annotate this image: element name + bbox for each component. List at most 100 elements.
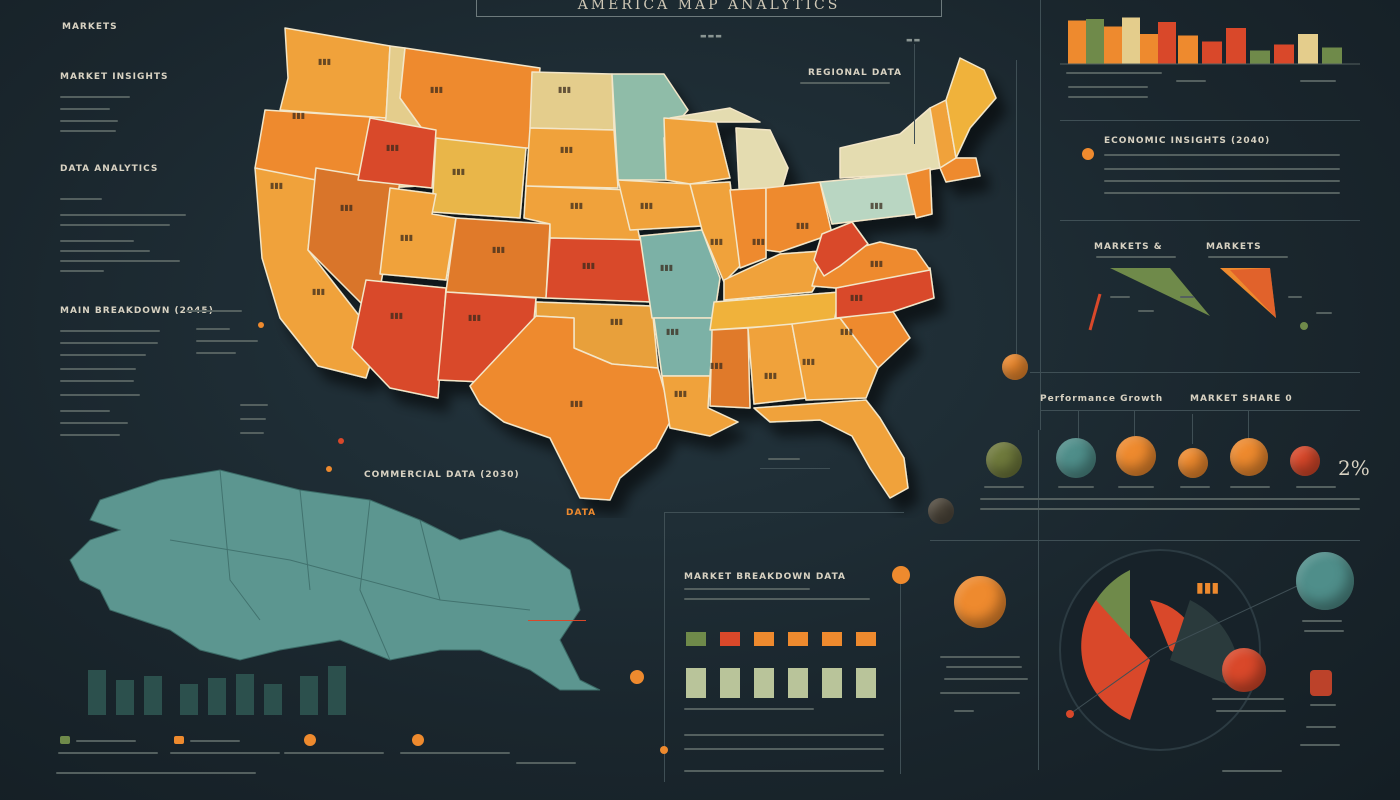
top-right-bar: [1298, 34, 1318, 64]
map-label: ▮▮▮: [582, 261, 595, 270]
map-label: ▮▮▮: [640, 201, 653, 210]
bar: [686, 668, 706, 698]
markets-ball: [1002, 354, 1028, 380]
perf-ball-2: [1056, 438, 1096, 478]
donut-teal-ball: [1296, 552, 1354, 610]
map-label: ▮▮▮: [560, 145, 573, 154]
page-title: AMERICA MAP ANALYTICS: [476, 0, 942, 17]
map-label: ▮▮▮: [610, 317, 623, 326]
alaska-map: [69, 469, 601, 715]
map-label: ▮▮▮: [570, 201, 583, 210]
map-label: ▮▮▮: [400, 233, 413, 242]
state-nd: [529, 71, 615, 131]
bar: [856, 668, 876, 698]
state-ar: [653, 317, 715, 377]
state-me: [945, 57, 997, 159]
map-label: ▮▮▮: [660, 263, 673, 272]
state-wi: [663, 117, 731, 185]
left-section-2: DATA ANALYTICS: [60, 164, 159, 174]
map-label: ▮▮▮: [292, 111, 305, 120]
map-label: ▮▮▮: [840, 327, 853, 336]
markets-left-title: MARKETS &: [1094, 242, 1163, 252]
state-mo: [639, 229, 721, 319]
map-label: ▮▮▮: [752, 237, 765, 246]
map-label: ▮▮▮: [764, 371, 777, 380]
perf-ball-5: [1230, 438, 1268, 476]
top-right-bar: [1250, 50, 1270, 64]
top-right-bar: [1226, 28, 1246, 64]
state-wy: [357, 117, 437, 189]
top-right-bar: [1274, 44, 1294, 64]
top-right-bar: [1122, 17, 1140, 64]
map-label: ▮▮▮: [492, 245, 505, 254]
top-right-bar: [1104, 26, 1122, 64]
state-il: [689, 181, 741, 283]
markets-cones: [1088, 268, 1308, 331]
perf-ball-1: [986, 442, 1022, 478]
state-wa: [279, 27, 391, 119]
map-label: ▮▮▮: [312, 287, 325, 296]
perf-ball-6: [1290, 446, 1320, 476]
cube-top: [686, 632, 706, 646]
bottom-left-bar: [264, 684, 282, 715]
market-share-title: MARKET SHARE 0: [1190, 394, 1293, 404]
top-right-bar: [1202, 41, 1222, 64]
state-ks: [545, 237, 653, 303]
pct-label: 2%: [1338, 456, 1370, 480]
state-ny: [839, 107, 941, 179]
map-label: ▮▮▮: [674, 389, 687, 398]
state-mi-up: [669, 107, 761, 123]
markets-right-title: MARKETS: [1206, 242, 1262, 252]
alaska-bars: [88, 666, 346, 715]
callout-tag: ▬▬: [906, 36, 922, 44]
map-label: ▮▮▮: [710, 361, 723, 370]
bottom-left-bar: [180, 684, 198, 715]
map-label: ▮▮▮: [558, 85, 571, 94]
market-breakdown-title: MARKET BREAKDOWN DATA: [684, 572, 846, 582]
top-right-bar: [1068, 20, 1086, 64]
map-label: ▮▮▮: [666, 327, 679, 336]
state-co: [445, 217, 551, 299]
state-az: [351, 279, 447, 399]
bottom-center-chart: [686, 632, 876, 698]
map-label: ▮▮▮: [452, 167, 465, 176]
donut-label: ▮▮▮: [1196, 580, 1219, 596]
bottom-left-bar: [116, 680, 134, 715]
map-label: ▮▮▮: [570, 399, 583, 408]
map-label: ▮▮▮: [390, 311, 403, 320]
top-right-bar: [1086, 19, 1104, 64]
economic-insights-title: ECONOMIC INSIGHTS (2040): [1104, 136, 1271, 146]
state-sd: [525, 127, 619, 189]
cone-green: [1110, 268, 1210, 316]
donut-red-1: [1081, 600, 1150, 720]
bar: [720, 668, 740, 698]
state-la: [661, 375, 739, 437]
bar: [788, 668, 808, 698]
perf-ball-3: [1116, 436, 1156, 476]
map-label: ▮▮▮: [802, 357, 815, 366]
bottom-left-bar: [88, 670, 106, 715]
left-header: MARKETS: [62, 22, 118, 32]
state-nj: [905, 167, 933, 219]
map-label: ▮▮▮: [796, 221, 809, 230]
top-right-bar: [1140, 34, 1158, 64]
left-section-3: MAIN BREAKDOWN (2045): [60, 306, 214, 316]
perf-ball-4: [1178, 448, 1208, 478]
left-section-1: MARKET INSIGHTS: [60, 72, 169, 82]
donut-red-ball: [1222, 648, 1266, 692]
map-label: ▮▮▮: [468, 313, 481, 322]
bottom-left-bar: [144, 676, 162, 715]
top-right-bar: [1178, 35, 1198, 64]
us-map: ▮▮▮ ▮▮▮ ▮▮▮ ▮▮▮ ▮▮▮ ▮▮▮ ▮▮▮ ▮▮▮ ▮▮▮ ▮▮▮ …: [254, 27, 997, 501]
state-tx: [469, 315, 673, 501]
cube-top: [754, 632, 774, 646]
map-label: ▮▮▮: [430, 85, 443, 94]
state-pa: [819, 173, 917, 225]
map-label: ▮▮▮: [870, 259, 883, 268]
top-right-bar-chart: [1060, 17, 1360, 65]
bar: [822, 668, 842, 698]
top-right-bar: [1158, 22, 1176, 64]
map-label: ▮▮▮: [270, 181, 283, 190]
map-label: ▮▮▮: [850, 293, 863, 302]
map-label: ▮▮▮: [710, 237, 723, 246]
